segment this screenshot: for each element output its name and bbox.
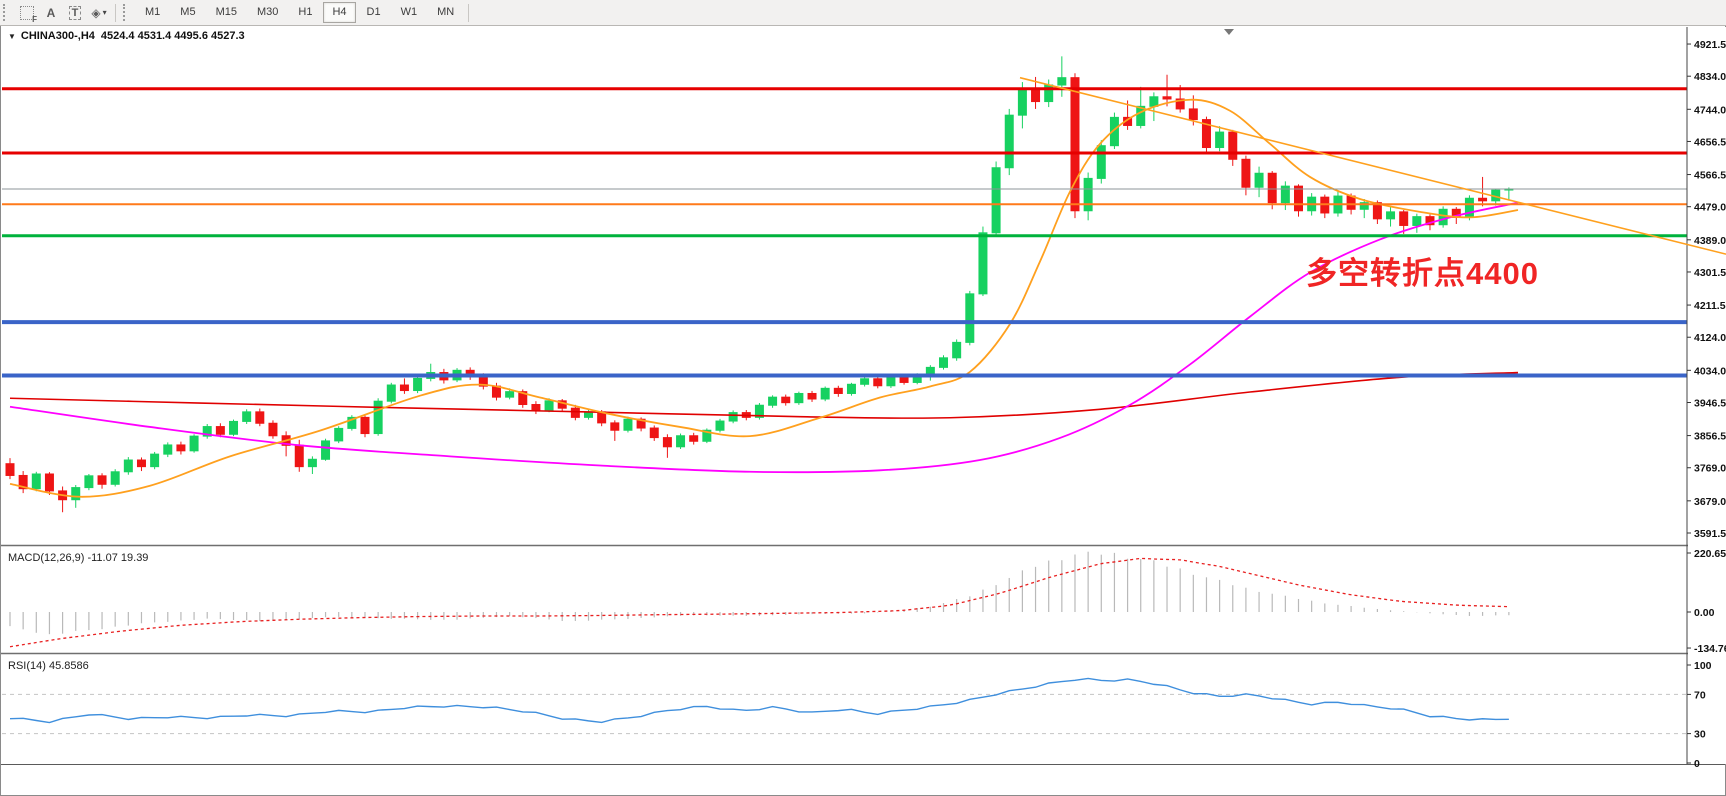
text-tool-icon[interactable]: T [64,3,86,22]
tf-button-m15[interactable]: M15 [215,6,237,18]
svg-text:4124.0: 4124.0 [1694,332,1726,344]
main-price-pane [2,56,1687,513]
symbol-dropdown-icon[interactable]: ▼ [8,32,16,41]
snap-grid-tool-icon[interactable]: F [16,3,38,24]
rsi-pane [2,677,1687,735]
price-scale: 4921.5 4834.0 4744.0 4656.5 4566.5 4479.0 4389… [1686,27,1726,770]
shapes-tool-icon[interactable]: ◈ ▾ [91,5,107,20]
svg-text:4834.0: 4834.0 [1694,71,1726,83]
timeframe-drag-handle[interactable] [123,4,132,21]
drawing-tools-group: F A T ◈ ▾ [15,3,111,24]
tf-button-m1[interactable]: M1 [145,6,161,18]
label-tool-icon[interactable]: A [46,5,56,20]
svg-text:3856.5: 3856.5 [1694,431,1726,443]
annotation-text[interactable]: 多空转折点4400 [1306,256,1539,291]
tf-button-w1[interactable]: W1 [400,6,418,18]
toolbar: F A T ◈ ▾ M1 M5 M15 M30 H1 H4 D1 W1 MN [0,0,1726,26]
chart-title[interactable]: ▼ CHINA300-,H4 4524.4 4531.4 4495.6 4527.3 [8,30,245,42]
macd-signal-line [9,557,1509,648]
tf-button-d1[interactable]: D1 [366,6,381,18]
symbol-period-label: CHINA300-,H4 [20,30,95,42]
toolbar-separator [115,3,116,22]
svg-text:4301.5: 4301.5 [1694,267,1726,279]
svg-text:3679.0: 3679.0 [1694,496,1726,508]
tf-button-m5[interactable]: M5 [180,6,196,18]
tf-button-h1[interactable]: H1 [298,6,313,18]
svg-text:0: 0 [1694,758,1700,770]
svg-text:70: 70 [1694,689,1706,701]
svg-text:-134.76: -134.76 [1694,643,1726,655]
rsi-label: RSI(14) 45.8586 [8,660,89,672]
svg-text:4389.0: 4389.0 [1694,235,1726,247]
timeframe-buttons: M1 M5 M15 M30 H1 H4 D1 W1 MN [135,2,464,23]
svg-text:3591.5: 3591.5 [1694,528,1726,540]
rsi-line [9,677,1509,724]
svg-text:4744.0: 4744.0 [1694,104,1726,116]
svg-text:100: 100 [1694,660,1712,672]
svg-text:3769.0: 3769.0 [1694,463,1726,475]
svg-text:3946.5: 3946.5 [1694,397,1726,409]
macd-label: MACD(12,26,9) -11.07 19.39 [8,552,149,564]
ohlc-values: 4524.4 4531.4 4495.6 4527.3 [100,30,245,42]
svg-text:30: 30 [1694,729,1706,741]
tf-button-mn[interactable]: MN [437,6,455,18]
svg-text:4479.0: 4479.0 [1694,202,1726,214]
descending-trendline [1019,76,1726,255]
macd-pane [9,551,1510,648]
svg-text:0.00: 0.00 [1694,607,1715,619]
svg-text:4921.5: 4921.5 [1694,39,1726,51]
tf-button-h4[interactable]: H4 [323,2,356,23]
svg-text:4034.0: 4034.0 [1694,365,1726,377]
svg-text:220.65: 220.65 [1694,548,1726,560]
tf-button-m30[interactable]: M30 [256,6,279,18]
toolbar-separator-2 [468,3,470,22]
svg-text:4211.5: 4211.5 [1694,300,1726,312]
chart-window-border [0,25,1726,796]
toolbar-drag-handle[interactable] [3,4,12,21]
candles-layer [5,56,1514,513]
chart-shift-marker [1224,29,1234,35]
svg-text:4566.5: 4566.5 [1694,170,1726,182]
svg-text:4656.5: 4656.5 [1694,136,1726,148]
